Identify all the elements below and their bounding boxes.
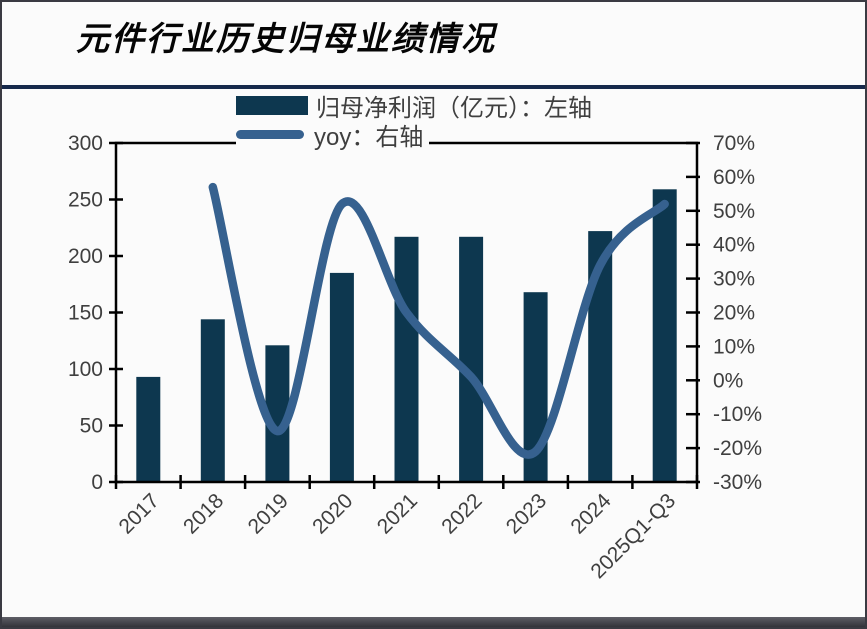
- line-series-label: yoy：右轴: [314, 123, 424, 151]
- left-axis-tick-label: 100: [68, 358, 103, 381]
- right-axis-tick-label: 10%: [713, 335, 755, 358]
- bar-2022: [459, 236, 484, 482]
- x-axis-label-2021: 2021: [373, 489, 422, 538]
- title-divider: [2, 85, 865, 89]
- chart-title: 元件行业历史归母业绩情况: [76, 19, 496, 58]
- x-axis-label-2024: 2024: [566, 489, 616, 539]
- bar-2018: [200, 319, 225, 482]
- legend-item-yoy: yoy：右轴: [236, 121, 430, 151]
- right-axis-tick-label: -10%: [713, 403, 762, 426]
- left-axis-tick-label: 150: [68, 302, 103, 325]
- right-axis-tick-label: 30%: [713, 268, 755, 291]
- yoy-line: [208, 182, 669, 459]
- bar-2020: [329, 272, 354, 482]
- x-axis-label-2020: 2020: [308, 489, 357, 538]
- x-axis-label-2017: 2017: [115, 489, 164, 538]
- right-axis-tick-label: -20%: [713, 437, 762, 460]
- bar-2021: [394, 236, 419, 482]
- right-axis-tick-label: 70%: [713, 132, 755, 155]
- x-axis-label-2023: 2023: [502, 489, 551, 538]
- bar-2025Q1-Q3: [652, 189, 677, 483]
- right-axis-tick-label: -30%: [713, 471, 762, 494]
- x-axis-label-2022: 2022: [437, 489, 486, 538]
- left-axis-tick-label: 300: [68, 132, 103, 155]
- right-axis-tick-label: 60%: [713, 166, 755, 189]
- line-series-swatch-icon: [236, 129, 304, 139]
- legend-item-net-profit: 归母净利润（亿元）：左轴: [236, 92, 598, 122]
- right-axis-tick-label: 20%: [713, 302, 755, 325]
- bar-series-label: 归母净利润（亿元）：左轴: [316, 94, 592, 122]
- right-axis-tick-label: 40%: [713, 234, 755, 257]
- x-axis-label-2019: 2019: [244, 489, 293, 538]
- left-axis-tick-label: 0: [91, 471, 103, 494]
- right-axis-tick-label: 0%: [713, 369, 743, 392]
- bar-2017: [136, 376, 161, 482]
- left-axis-tick-label: 200: [68, 245, 103, 268]
- left-axis-tick-label: 50: [80, 415, 103, 438]
- right-axis-tick-label: 50%: [713, 200, 755, 223]
- bottom-frame-border: [2, 617, 865, 627]
- bar-series-swatch-icon: [236, 95, 308, 115]
- left-axis-tick-label: 250: [68, 189, 103, 212]
- x-axis-label-2018: 2018: [179, 489, 228, 538]
